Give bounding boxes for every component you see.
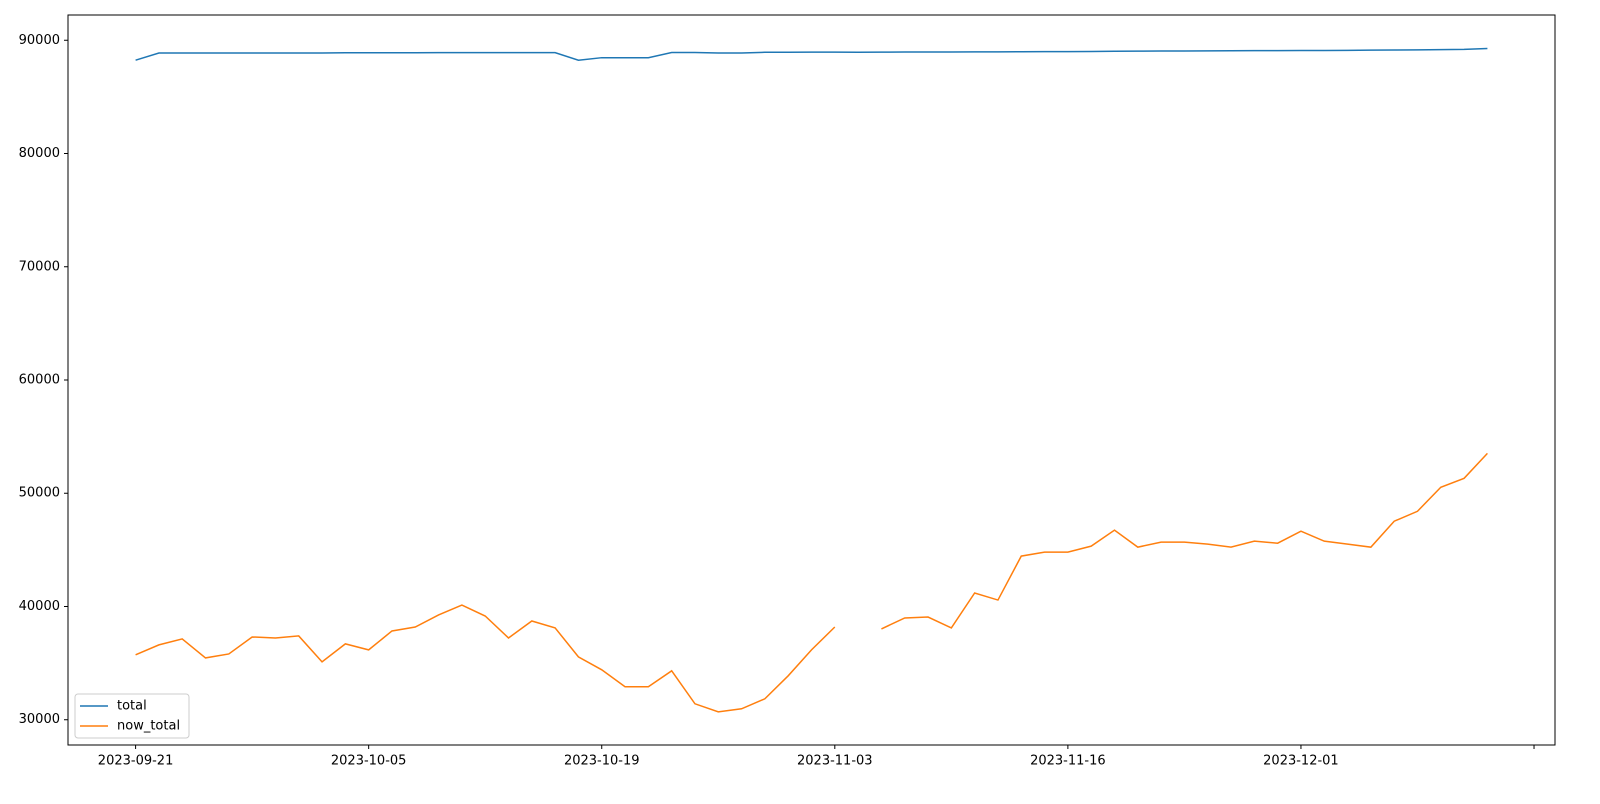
series-line — [135, 47, 1488, 61]
series-line — [135, 452, 1488, 713]
y-tick-label: 60000 — [19, 373, 60, 388]
legend-box — [74, 693, 190, 739]
y-tick-label: 40000 — [19, 599, 60, 614]
x-tick-label: 2023-10-05 — [331, 754, 407, 769]
y-tick-label: 50000 — [19, 486, 60, 501]
legend-label: now_total — [117, 719, 180, 734]
x-tick-label: 2023-11-16 — [1030, 754, 1106, 769]
x-tick-label: 2023-11-03 — [797, 754, 873, 769]
y-tick-label: 30000 — [19, 712, 60, 727]
legend-label: total — [117, 699, 147, 714]
x-tick-label: 2023-12-01 — [1263, 754, 1339, 769]
y-tick-label: 70000 — [19, 259, 60, 274]
x-tick-label: 2023-10-19 — [564, 754, 640, 769]
y-tick-label: 80000 — [19, 146, 60, 161]
plot-frame — [67, 14, 1556, 746]
y-tick-label: 90000 — [19, 33, 60, 48]
x-tick-label: 2023-09-21 — [98, 754, 174, 769]
